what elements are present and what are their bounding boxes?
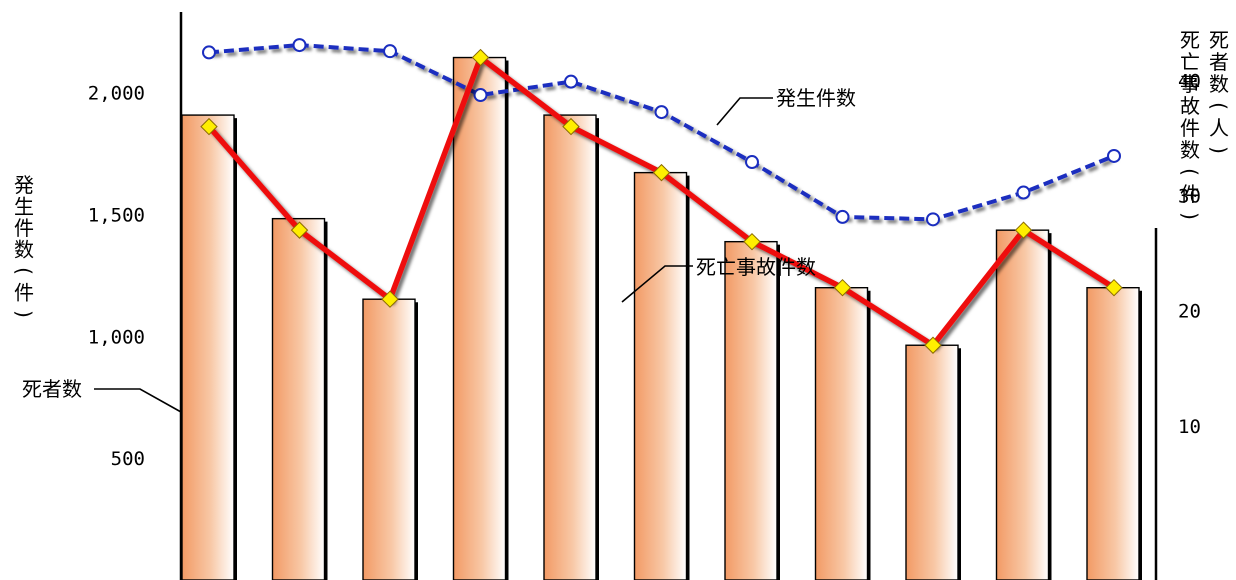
axis-label-char: 件 [1180,116,1200,140]
fatal-accidents-point [290,221,309,239]
death-bar-fill [452,56,507,580]
death-bar [724,240,780,580]
fatal-accidents-point [743,232,761,251]
right-tick-label: 10 [1178,416,1201,438]
fatal-accidents-callout-label: 死亡事故件数 [696,255,816,279]
death-bar [452,56,509,580]
occurrences-point [202,45,216,60]
right-axis-label-fatal-accidents: 死亡事故件数(件) [1178,28,1202,220]
axis-label-char: 生 [14,195,34,219]
axis-label-char: ( [1178,168,1202,176]
axis-label-char: 者 [1209,50,1229,74]
deaths-callout-label: 死者数 [22,377,82,401]
axis-label-char: 数 [1180,138,1200,162]
occurrences-point [1016,185,1031,200]
death-bar [995,229,1052,580]
axis-label-char: ( [12,267,36,275]
left-tick-label: 1,000 [88,326,145,348]
fatal-accidents-point [833,278,852,297]
fatal-accidents-point [562,117,580,136]
death-bar-fill [905,344,959,580]
occurrences-point [292,38,307,53]
death-bar [181,114,237,580]
fatal-accidents-point [200,117,218,136]
death-bar-fill [724,240,778,580]
death-bar [362,298,418,580]
axis-label-char: 死 [1209,28,1229,52]
axis-label-char: 死 [1180,28,1200,52]
occurrences-point [926,212,940,227]
fatal-accidents-point [471,48,490,67]
axis-label-char: 発 [14,173,34,197]
death-bar-fill [181,114,235,580]
left-axis-ticks: 500 1,000 1,500 2,000 [88,83,145,471]
death-bar [1086,286,1142,580]
fatal-accidents-point [1105,278,1123,297]
death-bar-fill [543,114,597,580]
axis-label-char: ( [1207,102,1231,110]
left-tick-label: 2,000 [88,83,145,105]
occurrences-point [835,209,850,224]
axis-label-char: 故 [1180,94,1200,118]
deaths-callout: 死者数 [22,377,182,413]
right-tick-label: 20 [1178,301,1201,323]
right-tick-label: 30 [1178,186,1201,208]
occurrences-point [564,74,578,89]
fatal-accidents-point [652,163,671,182]
axis-label-char: 数 [1209,72,1229,96]
axis-label-char: 件 [14,216,34,240]
fatal-accidents-callout: 死亡事故件数 [621,255,816,303]
fatal-accidents-point [924,336,942,354]
occurrences-callout: 発生件数 [716,86,856,126]
left-axis-label: 発生件数(件) [12,173,36,318]
death-bar-fill [995,229,1050,580]
axis-label-char: ) [1178,212,1202,220]
occurrences-point [745,155,759,170]
occurrences-point [383,44,397,59]
left-tick-label: 1,500 [88,204,145,226]
axis-label-char: ) [1207,146,1231,154]
axis-label-char: 数 [14,238,34,262]
death-bar-fill [633,171,688,580]
occurrences-point [654,105,669,120]
death-bar-fill [362,298,416,580]
right-axis-ticks: 10 20 30 40 [1178,71,1201,438]
death-bar [543,114,599,580]
axis-label-char: 事 [1180,72,1200,96]
death-bar [905,344,961,580]
axis-label-char: 亡 [1180,50,1200,74]
axis-label-char: ) [12,310,36,318]
death-bar-fill [814,286,869,580]
death-bar [271,217,328,580]
death-bar [814,286,871,580]
axis-label-char: 人 [1209,116,1229,140]
fatal-accidents-point [381,290,399,308]
axis-label-char: 件 [14,281,34,305]
death-bar-fill [1086,286,1140,580]
right-axis-label-deaths: 死者数 ( 人) [1207,28,1231,154]
deaths-bars [181,56,1142,580]
death-bar [633,171,690,580]
left-tick-label: 500 [111,448,145,470]
right-tick-label: 40 [1178,71,1201,93]
death-bar-fill [271,217,326,580]
line-series [200,38,1123,354]
occurrences-point [473,88,488,103]
occurrences-point [1107,148,1121,163]
axis-label-char: 件 [1180,182,1200,206]
fatal-accidents-point [1014,221,1033,239]
occurrences-callout-label: 発生件数 [776,86,856,110]
